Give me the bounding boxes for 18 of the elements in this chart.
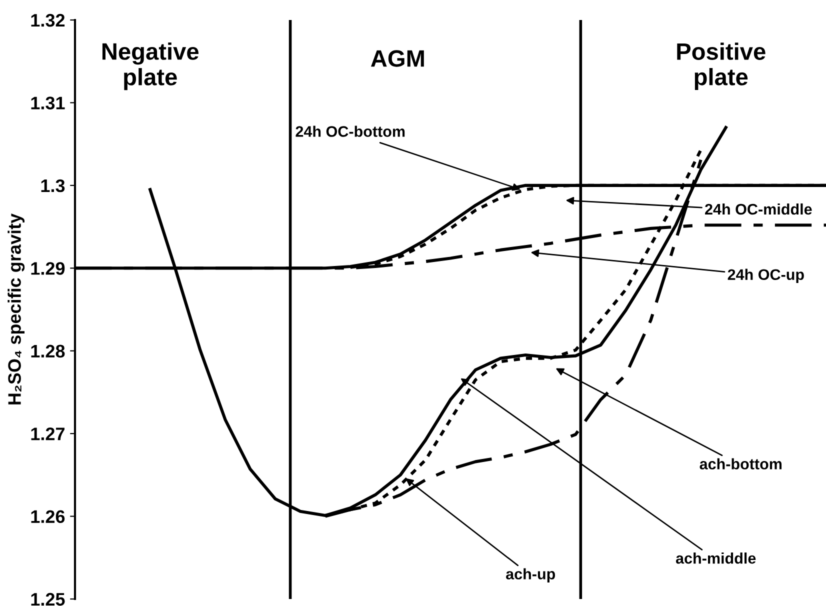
annotation: 24h OC-bottom — [296, 126, 405, 137]
y-tick-label: 1.3 — [41, 179, 65, 192]
annotation: ach-bottom — [700, 458, 782, 470]
annotation: Negative plate — [102, 42, 199, 90]
y-tick-label: 1.27 — [31, 428, 64, 440]
annotation: AGM — [370, 50, 424, 67]
y-tick-label: 1.32 — [31, 14, 65, 27]
annotation: 24h OC-up — [728, 268, 804, 284]
y-tick-label: 1.26 — [31, 510, 65, 524]
annotation: ach-up — [506, 568, 556, 582]
annotation: 24h OC-middle — [705, 203, 812, 215]
y-tick-label: 1.25 — [31, 592, 65, 606]
y-tick-label: 1.28 — [31, 344, 65, 358]
annotation: ach-middle — [676, 552, 756, 564]
y-tick-label: 1.29 — [31, 262, 65, 275]
y-axis-title: H₂SO₄ specific gravity — [8, 213, 25, 404]
y-tick-label: 1.31 — [31, 96, 65, 110]
annotation: Positive plate — [677, 42, 766, 90]
